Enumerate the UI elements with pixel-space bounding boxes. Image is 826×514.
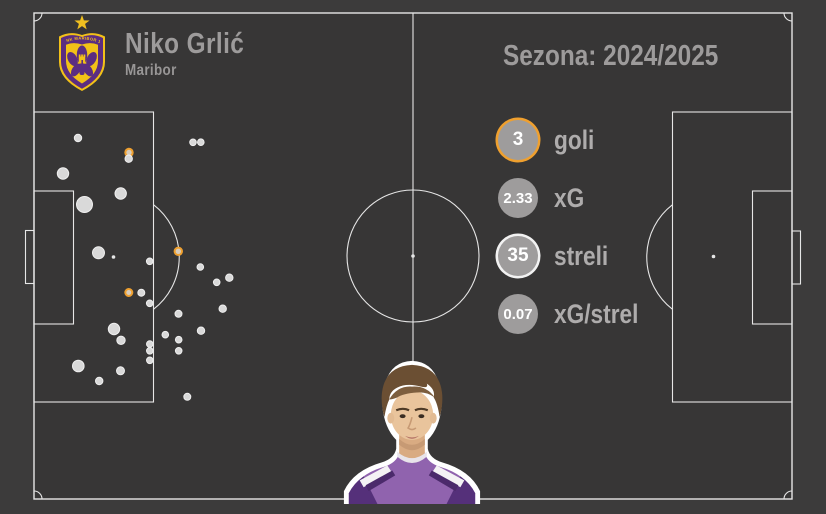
shot-dot [116, 366, 125, 376]
goals-badge: 3 [498, 120, 538, 160]
shot-dot [145, 257, 154, 266]
face [390, 390, 434, 440]
shot-dot [72, 359, 85, 373]
team-name: Maribor [125, 62, 177, 79]
goal-dot [173, 246, 184, 257]
shot-dot [56, 167, 70, 180]
shot-dot [146, 347, 154, 355]
shot-dot [76, 196, 93, 213]
shots-badge: 35 [498, 236, 538, 276]
crest-castle [78, 54, 86, 64]
shot-dot [114, 187, 127, 200]
shot-dot [174, 347, 183, 355]
xg-per-shot-label: xG/strel [554, 298, 639, 329]
shot-dot [225, 273, 234, 282]
goals-label: goli [554, 124, 595, 155]
stats-panel: 3 goli 2.33 xG 35 streli 0.07 xG/strel [498, 118, 655, 336]
player-header: Niko Grlić Maribor [125, 30, 267, 79]
xg-badge: 2.33 [498, 178, 538, 218]
hair [381, 364, 443, 418]
xg-per-shot-badge: 0.07 [498, 294, 538, 334]
club-crest-maribor: NK MARIBOR 1960 [52, 13, 105, 91]
right-goal [791, 230, 802, 285]
crest-star [74, 15, 90, 30]
left-goal [24, 229, 35, 285]
shot-dot [146, 356, 154, 365]
jersey [348, 452, 476, 504]
season-label: Sezona: 2024/2025 [503, 40, 719, 72]
shot-dot [189, 138, 197, 147]
shot-dot [174, 335, 183, 344]
shot-dot [107, 322, 121, 336]
shots-label: streli [554, 240, 609, 271]
left-penalty-spot [111, 255, 116, 259]
shot-dot [124, 154, 133, 163]
shot-dot [145, 299, 154, 308]
xg-label: xG [554, 182, 585, 213]
shot-dot [161, 330, 170, 339]
stat-row-xg: 2.33 xG [498, 176, 655, 220]
shot-dot [197, 138, 205, 146]
shot-dot [73, 133, 83, 143]
stat-row-goals: 3 goli [498, 118, 655, 162]
goal-dot [124, 288, 134, 297]
player-photo [343, 360, 481, 504]
shot-dot [183, 392, 192, 401]
shot-dot [146, 340, 154, 348]
shot-dot [116, 335, 126, 345]
shot-dot [174, 309, 183, 318]
stat-row-xg-per-shot: 0.07 xG/strel [498, 292, 655, 336]
shot-dot [92, 246, 105, 260]
shot-dot [196, 263, 205, 271]
shot-dots [56, 133, 234, 401]
center-spot [411, 254, 415, 258]
shot-dot [212, 278, 221, 287]
shot-dot [218, 304, 227, 313]
right-penalty-spot [711, 254, 716, 259]
shot-dot [137, 288, 146, 297]
stat-row-shots: 35 streli [498, 234, 655, 278]
shot-dot [95, 376, 104, 386]
player-name: Niko Grlić [125, 28, 245, 60]
shot-dot [196, 326, 206, 335]
